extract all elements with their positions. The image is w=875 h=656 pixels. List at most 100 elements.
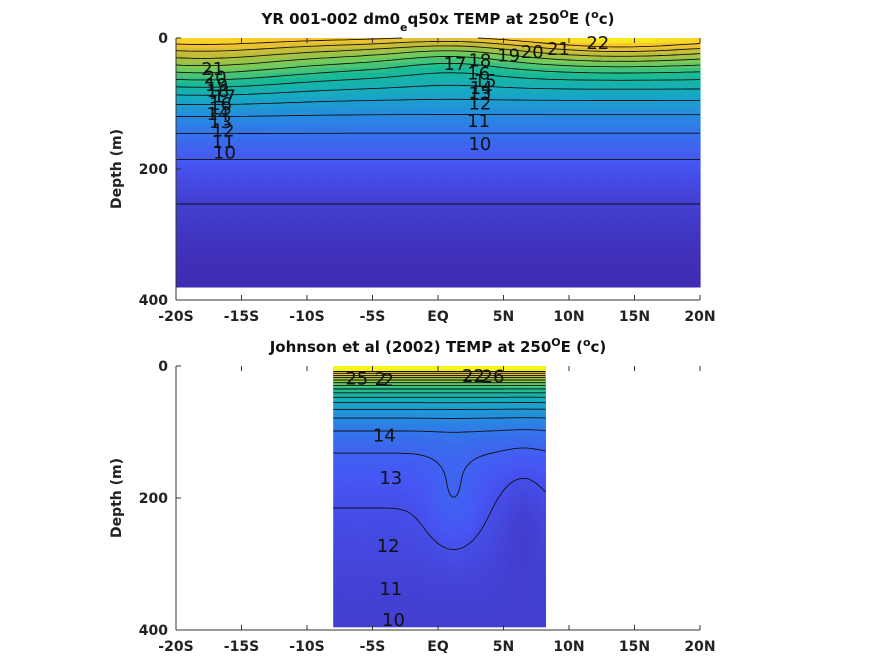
field-cell [507, 62, 518, 69]
field-cell [193, 112, 203, 119]
field-cell [343, 564, 348, 570]
field-cell [516, 242, 526, 248]
field-cell [386, 371, 391, 377]
field-cell [354, 569, 359, 576]
field-cell [621, 112, 631, 119]
field-cell [280, 252, 291, 258]
field-cell [569, 192, 579, 198]
field-cell [280, 212, 291, 218]
field-cell [280, 227, 291, 233]
field-cell [347, 538, 352, 544]
field-cell [375, 595, 380, 602]
field-cell [365, 564, 370, 570]
field-cell [446, 465, 451, 471]
field-cell [333, 496, 338, 503]
field-cell [647, 222, 657, 228]
field-cell [298, 142, 308, 149]
field-cell [656, 267, 666, 273]
field-cell [525, 112, 535, 119]
field-cell [407, 475, 412, 482]
field-cell [228, 187, 238, 193]
field-cell [525, 192, 535, 198]
field-cell [411, 212, 422, 218]
field-cell [455, 252, 465, 258]
field-cell [534, 232, 544, 238]
field-cell [490, 127, 500, 134]
field-cell [411, 538, 416, 544]
field-cell [354, 449, 359, 456]
field-cell [315, 52, 325, 59]
field-cell [429, 207, 439, 213]
field-cell [176, 137, 186, 144]
field-cell [298, 182, 308, 188]
field-cell [569, 87, 579, 94]
field-cell [446, 207, 456, 213]
field-cell [333, 465, 338, 471]
field-cell [490, 117, 500, 124]
field-cell [368, 272, 378, 278]
field-cell [472, 212, 483, 218]
field-cell [354, 616, 359, 623]
field-cell [577, 77, 587, 84]
field-cell [333, 222, 343, 228]
field-cell [336, 402, 341, 409]
field-cell [254, 202, 264, 208]
field-cell [435, 407, 440, 414]
field-cell [455, 97, 465, 104]
field-cell [354, 480, 359, 487]
field-cell [464, 564, 469, 570]
field-cell [621, 167, 631, 173]
field-cell [464, 590, 469, 596]
field-cell [336, 532, 341, 539]
field-cell [455, 232, 465, 238]
field-cell [621, 276, 631, 283]
field-cell [682, 152, 692, 159]
field-cell [379, 543, 384, 550]
field-cell [245, 262, 256, 268]
field-cell [365, 517, 370, 523]
field-cell [219, 242, 229, 248]
field-cell [516, 57, 526, 64]
field-cell [393, 600, 398, 607]
field-cell [210, 232, 221, 238]
field-cell [368, 600, 373, 607]
contour-label: 15 [474, 71, 497, 92]
field-cell [254, 212, 264, 218]
field-cell [210, 262, 221, 268]
field-cell [647, 142, 657, 149]
field-cell [219, 102, 229, 109]
field-cell [507, 281, 518, 288]
x-tick-label: 10N [553, 309, 584, 325]
field-cell [347, 480, 352, 487]
field-cell [263, 167, 273, 173]
field-cell [446, 407, 451, 414]
field-cell [411, 485, 416, 492]
field-cell [176, 177, 186, 183]
field-cell [228, 72, 238, 79]
field-cell [457, 527, 462, 534]
field-cell [435, 418, 440, 424]
field-cell [595, 167, 605, 173]
field-cell [569, 82, 579, 89]
field-cell [263, 147, 273, 154]
field-cell [393, 579, 398, 586]
field-cell [336, 381, 341, 388]
field-cell [407, 553, 412, 560]
field-cell [621, 117, 631, 124]
field-cell [368, 590, 373, 596]
field-cell [289, 62, 299, 69]
field-cell [176, 222, 186, 228]
field-cell [336, 527, 341, 534]
field-cell [411, 595, 416, 602]
field-cell [361, 600, 366, 607]
field-cell [393, 381, 398, 388]
field-cell [682, 272, 692, 278]
field-cell [481, 157, 491, 164]
field-cell [449, 433, 454, 440]
field-cell [393, 376, 398, 383]
field-cell [237, 117, 247, 124]
field-cell [621, 92, 631, 99]
field-cell [193, 237, 203, 243]
field-cell [691, 212, 701, 218]
field-cell [403, 152, 413, 159]
